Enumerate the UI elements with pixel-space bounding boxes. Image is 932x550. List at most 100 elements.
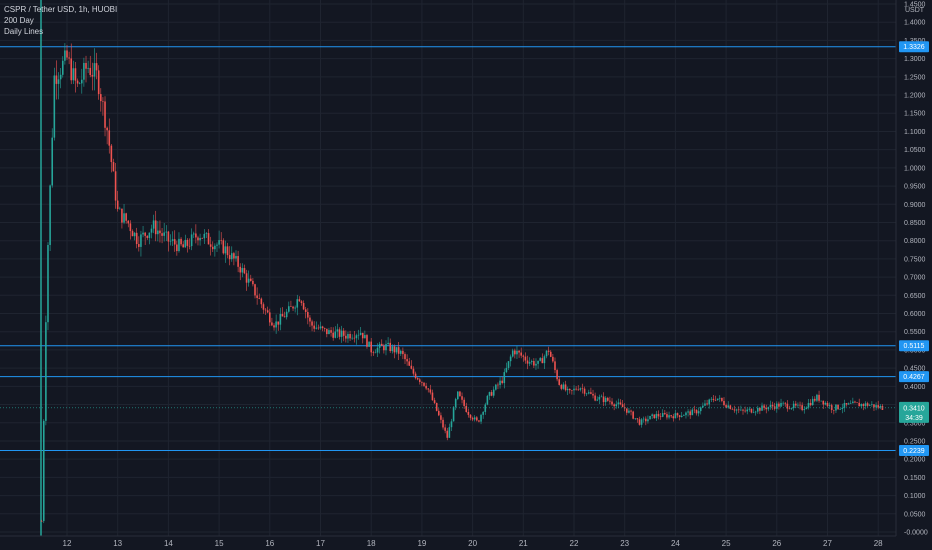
time-axis[interactable]: 12 13 14 15 16 17 18 19 20 21 22 23 24 25 26 27 28 xyxy=(63,539,884,548)
candle-body xyxy=(868,404,871,406)
candle-body xyxy=(484,404,487,412)
candle-body xyxy=(114,171,117,201)
candle-body xyxy=(277,321,280,325)
candle-body xyxy=(733,409,736,411)
candle-body xyxy=(516,350,518,355)
candle-body xyxy=(338,329,341,337)
price-tick-label: 0.7000 xyxy=(904,275,926,282)
candle-body xyxy=(607,397,609,401)
candle-body xyxy=(372,352,375,353)
candle-body xyxy=(450,421,453,428)
candle-body xyxy=(197,237,199,241)
candle-body xyxy=(140,234,142,247)
candle-body xyxy=(604,397,607,403)
candle-body xyxy=(288,306,290,312)
candle-body xyxy=(433,400,436,403)
candle-body xyxy=(311,321,313,326)
candle-body xyxy=(845,403,848,405)
candle-body xyxy=(596,399,599,401)
candle-body xyxy=(539,358,541,361)
candle-body xyxy=(269,312,271,323)
candle-body xyxy=(786,403,789,409)
candle-body xyxy=(89,67,92,76)
candle-body xyxy=(414,373,417,379)
candle-body xyxy=(163,232,165,236)
candle-body xyxy=(258,297,261,299)
grid xyxy=(0,0,896,536)
horizontal-lines[interactable] xyxy=(0,46,896,451)
candle-body xyxy=(298,299,301,302)
legend-indicator-200-day[interactable]: 200 Day xyxy=(4,16,34,25)
candle-body xyxy=(858,402,860,407)
candle-body xyxy=(579,388,582,390)
candle-body xyxy=(125,213,127,221)
candle-body xyxy=(211,246,214,250)
candle-body xyxy=(61,60,64,75)
candle-body xyxy=(511,350,514,357)
candles xyxy=(40,43,884,524)
candle-body xyxy=(80,79,83,84)
candle-body xyxy=(503,372,506,384)
candle-body xyxy=(776,403,778,409)
candle-body xyxy=(492,389,495,396)
time-tick-label: 14 xyxy=(164,539,173,548)
candle-body xyxy=(169,240,172,242)
candle-body xyxy=(448,427,451,438)
candle-body xyxy=(499,380,501,386)
candle-body xyxy=(571,390,573,391)
legend-symbol[interactable]: CSPR / Tether USD, 1h, HUOBI xyxy=(4,5,118,14)
candle-body xyxy=(721,397,723,401)
price-tick-label: 0.2000 xyxy=(904,457,926,464)
legend-indicator-daily-lines[interactable]: Daily Lines xyxy=(4,27,44,36)
candle-body xyxy=(319,326,322,329)
candle-body xyxy=(423,382,425,386)
candle-body xyxy=(85,62,87,69)
candle-body xyxy=(408,361,411,366)
legend: CSPR / Tether USD, 1h, HUOBI 200 Day Dai… xyxy=(4,4,117,37)
candle-body xyxy=(718,397,721,399)
candle-body xyxy=(816,394,818,401)
time-tick-label: 16 xyxy=(265,539,274,548)
candle-body xyxy=(683,415,685,416)
candle-body xyxy=(590,392,592,394)
candle-body xyxy=(697,411,700,414)
candle-body xyxy=(366,335,368,347)
candle-body xyxy=(748,408,751,410)
candle-body xyxy=(469,414,472,418)
time-tick-label: 18 xyxy=(367,539,376,548)
candle-body xyxy=(334,331,337,338)
candle-body xyxy=(600,396,603,398)
candle-body xyxy=(788,408,791,410)
current-price-label: 0.3410 34:39 xyxy=(0,401,929,423)
candle-body xyxy=(142,232,144,235)
candle-body xyxy=(245,273,248,283)
candle-body xyxy=(233,253,235,259)
candle-body xyxy=(254,284,256,296)
candle-body xyxy=(854,401,856,403)
candle-body xyxy=(389,342,392,352)
candle-body xyxy=(467,411,470,415)
candle-body xyxy=(57,79,60,84)
candle-body xyxy=(59,74,62,80)
candle-body xyxy=(537,360,539,364)
price-tick-label: 1.3000 xyxy=(904,56,926,63)
candle-body xyxy=(676,413,679,416)
price-tick-label: 0.0500 xyxy=(904,511,926,518)
candle-body xyxy=(754,411,757,413)
candle-body xyxy=(321,326,324,329)
candle-body xyxy=(383,345,385,351)
candle-body xyxy=(691,409,694,416)
candle-body xyxy=(847,403,850,405)
candle-body xyxy=(429,389,432,393)
price-tick-label: 0.1500 xyxy=(904,475,926,482)
candle-body xyxy=(535,363,537,366)
candle-body xyxy=(97,70,100,95)
candle-body xyxy=(636,418,639,420)
candle-body xyxy=(811,398,814,406)
candle-body xyxy=(173,239,176,245)
candle-body xyxy=(412,368,415,374)
candle-body xyxy=(192,233,195,235)
candle-body xyxy=(581,388,584,389)
